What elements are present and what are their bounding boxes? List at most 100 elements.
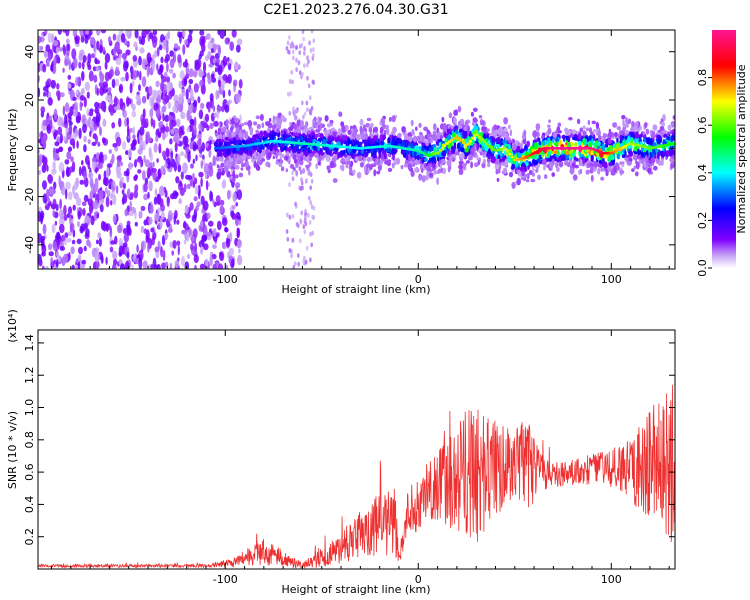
spectrogram-cell [189, 202, 194, 211]
spectrogram-cell [615, 143, 621, 149]
spectrogram-cell [186, 231, 190, 242]
spectrogram-cell [202, 214, 206, 222]
spectrogram-cell [172, 239, 177, 249]
spectrogram-cell [104, 71, 110, 82]
spectrogram-x-axis-label: Height of straight line (km) [281, 283, 430, 296]
ridge-point [586, 146, 591, 150]
spectrogram-cell [383, 152, 387, 160]
spectrogram-cell [267, 127, 270, 134]
spectrogram-cell [516, 145, 521, 151]
spectrogram-cell [659, 125, 665, 132]
spectrogram-cell [486, 128, 490, 132]
spectrogram-cell [167, 214, 173, 222]
spectrogram-cell [88, 203, 94, 214]
spectrogram-cell [516, 169, 520, 174]
spectrogram-cell [114, 95, 117, 107]
spectrogram-cell [568, 150, 574, 155]
spectrogram-cell [467, 125, 470, 133]
spectrogram-cell [547, 137, 551, 143]
spectrogram-cell [305, 100, 309, 106]
spectrogram-cell [48, 251, 54, 257]
spectrogram-cell [58, 218, 62, 226]
spectrogram-cell [176, 136, 180, 145]
spectrogram-cell [232, 192, 237, 203]
spectrogram-cell [84, 30, 90, 35]
spectrogram-cell [79, 95, 85, 101]
spectrogram-cell [590, 154, 594, 162]
ridge-point [647, 146, 651, 150]
spectrogram-cell [82, 123, 87, 134]
spectrogram-cell [292, 264, 296, 269]
spectrogram-cell [121, 53, 128, 60]
spectrogram-cell [131, 103, 136, 111]
spectrogram-cell [355, 140, 360, 145]
spectrogram-cell [95, 116, 100, 127]
spectrogram-cell [433, 170, 437, 175]
spectrogram-cell [119, 263, 125, 269]
spectrogram-cell [201, 120, 206, 127]
spectrogram-cell [64, 58, 69, 67]
spectrogram-cell [45, 265, 49, 269]
spectrogram-cell [105, 95, 111, 101]
spectrogram-cell [223, 166, 229, 173]
spectrogram-cell [73, 192, 79, 200]
spectrogram-cell [114, 106, 119, 111]
x-tick-label: 0 [415, 273, 422, 286]
spectrogram-cell [614, 132, 618, 137]
spectrogram-cell [502, 139, 508, 145]
spectrogram-cell [511, 163, 516, 170]
spectrogram-cell [387, 167, 393, 172]
spectrogram-cell [662, 114, 666, 122]
spectrogram-cell [87, 64, 92, 71]
spectrogram-cell [599, 164, 603, 169]
spectrogram-cell [193, 254, 199, 264]
spectrogram-cell [151, 236, 155, 246]
spectrogram-cell [98, 173, 101, 181]
spectrogram-cell [595, 121, 600, 129]
spectrogram-cell [212, 263, 217, 269]
spectrogram-cell [616, 153, 621, 160]
spectrogram-cell [148, 204, 154, 214]
ridge-point [373, 145, 377, 149]
spectrogram-cell [50, 257, 53, 263]
spectrogram-cell [459, 152, 465, 160]
spectrogram-cell [244, 149, 249, 154]
spectrogram-cell [324, 115, 329, 122]
spectrogram-cell [81, 160, 84, 166]
spectrogram-cell [205, 258, 209, 267]
spectrogram-cell [306, 55, 309, 61]
spectrogram-cell [87, 139, 91, 145]
ridge-point [593, 148, 598, 152]
spectrogram-cell [591, 138, 594, 144]
spectrogram-cell [181, 255, 185, 267]
spectrogram-cell [379, 134, 383, 142]
spectrogram-cell [99, 44, 103, 54]
spectrogram-cell [589, 127, 592, 133]
spectrogram-cell [40, 136, 46, 145]
spectrogram-cell [124, 208, 128, 217]
spectrogram-cell [99, 86, 105, 96]
spectrogram-cell [278, 162, 283, 168]
spectrogram-cell [455, 129, 459, 135]
spectrogram-cell [134, 159, 137, 168]
spectrogram-cell [194, 185, 199, 195]
spectrogram-cell [287, 91, 290, 97]
ridge-point [482, 140, 486, 144]
ridge-point [318, 143, 322, 147]
spectrogram-cell [77, 261, 81, 269]
spectrogram-cell [642, 131, 646, 137]
spectrogram-cell [652, 124, 658, 131]
spectrogram-cell [530, 178, 536, 183]
spectrogram-cell [409, 150, 412, 155]
spectrogram-cell [551, 172, 555, 178]
spectrogram-cell [645, 128, 650, 135]
spectrogram-cell [63, 253, 69, 264]
spectrogram-cell [38, 258, 43, 267]
spectrogram-cell [253, 161, 257, 168]
spectrogram-cell [219, 251, 223, 257]
spectrogram-cell [494, 162, 500, 171]
ridge-point [378, 145, 382, 149]
spectrogram-cell [508, 171, 514, 178]
spectrogram-cell [371, 163, 377, 167]
spectrogram-cell [516, 178, 521, 186]
